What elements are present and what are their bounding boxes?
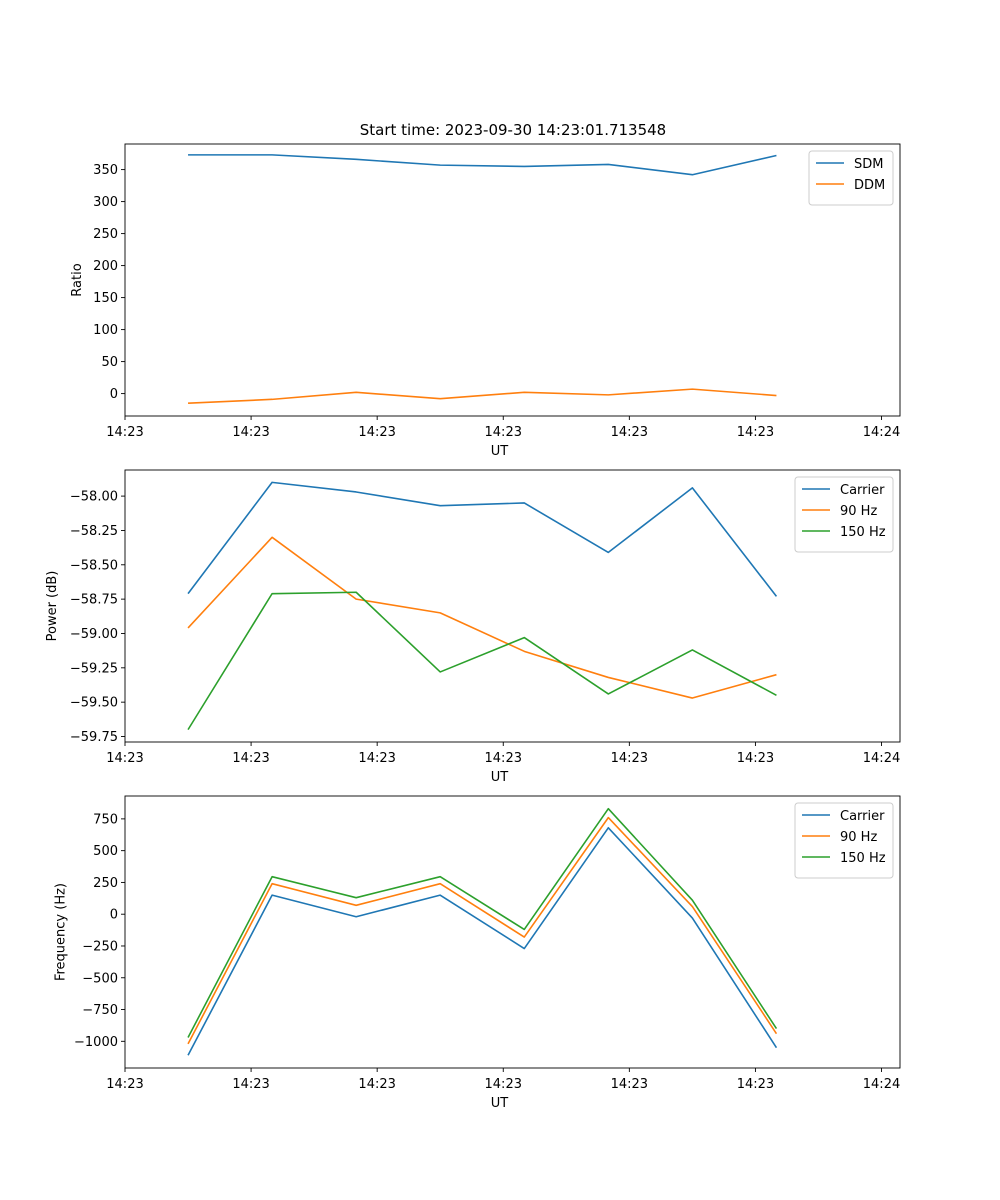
x-tick-label: 14:23	[737, 1077, 774, 1092]
legend: Carrier 90 Hz 150 Hz	[794, 802, 894, 879]
legend-label: SDM	[854, 157, 883, 172]
legend-label: 90 Hz	[840, 830, 877, 845]
y-tick-label: 100	[93, 323, 118, 338]
y-tick-label: 250	[93, 876, 118, 891]
series-line-150-hz	[187, 807, 778, 1038]
series-line-150-hz	[187, 591, 777, 731]
axes-frame	[124, 469, 901, 743]
x-tick-label: 14:24	[863, 1077, 900, 1092]
legend-label: 150 Hz	[840, 525, 886, 540]
y-tick-label: −59.25	[70, 661, 118, 676]
x-tick-label: 14:23	[611, 1077, 648, 1092]
x-tick-label: 14:23	[358, 751, 395, 766]
y-tick-label: 0	[110, 908, 118, 923]
y-tick-label: 300	[93, 195, 118, 210]
legend: SDM DDM	[808, 150, 894, 206]
y-axis-label: Frequency (Hz)	[54, 883, 69, 981]
legend: Carrier 90 Hz 150 Hz	[794, 476, 894, 553]
x-tick-label: 14:23	[358, 425, 395, 440]
y-tick-label: −1000	[74, 1035, 118, 1050]
x-tick-label: 14:24	[863, 751, 900, 766]
x-tick-label: 14:23	[232, 425, 269, 440]
x-tick-label: 14:23	[106, 1077, 143, 1092]
y-tick-label: −250	[82, 939, 118, 954]
x-tick-label: 14:23	[106, 425, 143, 440]
y-tick-label: −58.25	[70, 524, 118, 539]
series-line-carrier	[187, 826, 778, 1056]
y-tick-label: 150	[93, 291, 118, 306]
x-tick-label: 14:23	[485, 425, 522, 440]
y-tick-label: 50	[101, 355, 118, 370]
y-axis-label: Ratio	[70, 263, 85, 296]
legend-box	[794, 476, 894, 553]
legend-label: 90 Hz	[840, 504, 877, 519]
x-tick-label: 14:23	[737, 425, 774, 440]
y-tick-label: −750	[82, 1003, 118, 1018]
series-line-sdm	[188, 154, 777, 176]
axes-frame	[124, 795, 901, 1069]
legend-box	[808, 150, 894, 206]
series-line-ddm	[188, 388, 777, 404]
y-tick-label: −58.75	[70, 593, 118, 608]
x-tick-label: 14:23	[611, 751, 648, 766]
axes-frame	[124, 143, 901, 417]
x-tick-label: 14:23	[485, 751, 522, 766]
x-tick-label: 14:23	[737, 751, 774, 766]
x-tick-label: 14:23	[485, 1077, 522, 1092]
series-line-90-hz	[187, 536, 777, 699]
figure-title: Start time: 2023-09-30 14:23:01.713548	[360, 121, 666, 139]
y-tick-label: −500	[82, 971, 118, 986]
legend-box	[794, 802, 894, 879]
legend-label: 150 Hz	[840, 851, 886, 866]
x-tick-label: 14:23	[232, 1077, 269, 1092]
y-tick-label: −59.00	[70, 627, 118, 642]
legend-label: Carrier	[840, 809, 885, 824]
x-tick-label: 14:23	[106, 751, 143, 766]
x-tick-label: 14:24	[863, 425, 900, 440]
y-tick-label: −58.00	[70, 490, 118, 505]
y-tick-label: 200	[93, 259, 118, 274]
x-tick-label: 14:23	[611, 425, 648, 440]
y-tick-label: 350	[93, 163, 118, 178]
y-tick-label: 500	[93, 844, 118, 859]
x-axis-label: UT	[491, 444, 509, 459]
plots: 14:23 14:23 14:23 14:23 14:23 14:23 14:24 UT 0 50…	[45, 143, 901, 1111]
y-tick-label: 750	[93, 812, 118, 827]
y-tick-label: −58.50	[70, 558, 118, 573]
y-tick-label: 0	[110, 387, 118, 402]
series-line-carrier	[187, 481, 778, 597]
chart-2: 14:23 14:23 14:23 14:23 14:23 14:23 14:24 UT −59…	[45, 469, 901, 785]
y-tick-label: 250	[93, 227, 118, 242]
x-tick-label: 14:23	[232, 751, 269, 766]
y-tick-label: −59.50	[70, 696, 118, 711]
x-axis-label: UT	[491, 770, 509, 785]
legend-label: DDM	[854, 178, 885, 193]
x-tick-label: 14:23	[358, 1077, 395, 1092]
series-line-90-hz	[187, 816, 778, 1045]
chart-3: 14:23 14:23 14:23 14:23 14:23 14:23 14:24 UT −10…	[54, 795, 901, 1111]
y-axis-label: Power (dB)	[45, 571, 60, 642]
x-axis-label: UT	[491, 1096, 509, 1111]
legend-label: Carrier	[840, 483, 885, 498]
chart-1: 14:23 14:23 14:23 14:23 14:23 14:23 14:24 UT 0 50…	[70, 143, 901, 459]
y-tick-label: −59.75	[70, 730, 118, 745]
